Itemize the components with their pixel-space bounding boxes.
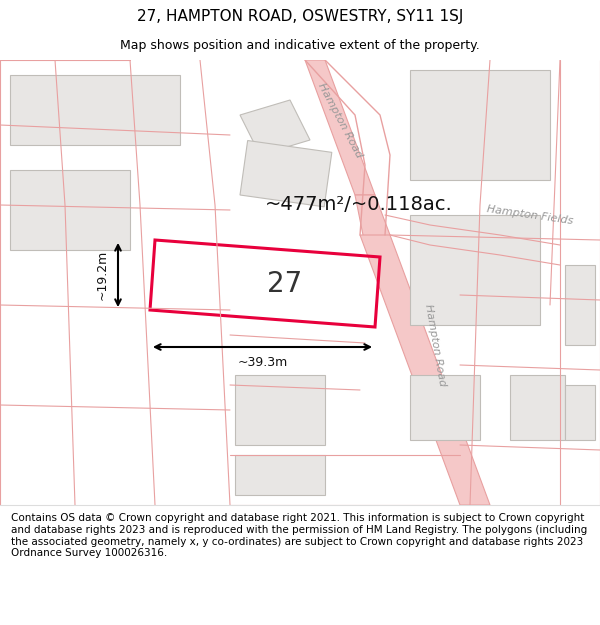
Text: Hampton Road: Hampton Road <box>316 81 364 159</box>
Bar <box>565 265 595 345</box>
Polygon shape <box>305 60 375 195</box>
Polygon shape <box>360 235 490 505</box>
Text: 27: 27 <box>268 269 302 298</box>
Polygon shape <box>240 100 310 155</box>
Text: ~39.3m: ~39.3m <box>238 356 287 369</box>
Bar <box>235 455 325 495</box>
Text: Hampton Road: Hampton Road <box>423 303 447 387</box>
Text: ~477m²/~0.118ac.: ~477m²/~0.118ac. <box>265 196 453 214</box>
Bar <box>510 375 565 440</box>
Bar <box>410 215 540 325</box>
Bar <box>565 385 595 440</box>
Text: Hampton Fields: Hampton Fields <box>486 204 574 226</box>
Bar <box>410 70 550 180</box>
Bar <box>10 170 130 250</box>
Bar <box>235 375 325 445</box>
Polygon shape <box>355 195 390 245</box>
Text: ~19.2m: ~19.2m <box>95 250 109 300</box>
Bar <box>10 75 180 145</box>
Bar <box>410 375 480 440</box>
Text: 27, HAMPTON ROAD, OSWESTRY, SY11 1SJ: 27, HAMPTON ROAD, OSWESTRY, SY11 1SJ <box>137 9 463 24</box>
Text: Map shows position and indicative extent of the property.: Map shows position and indicative extent… <box>120 39 480 51</box>
Bar <box>240 141 332 207</box>
Text: Contains OS data © Crown copyright and database right 2021. This information is : Contains OS data © Crown copyright and d… <box>11 513 587 558</box>
